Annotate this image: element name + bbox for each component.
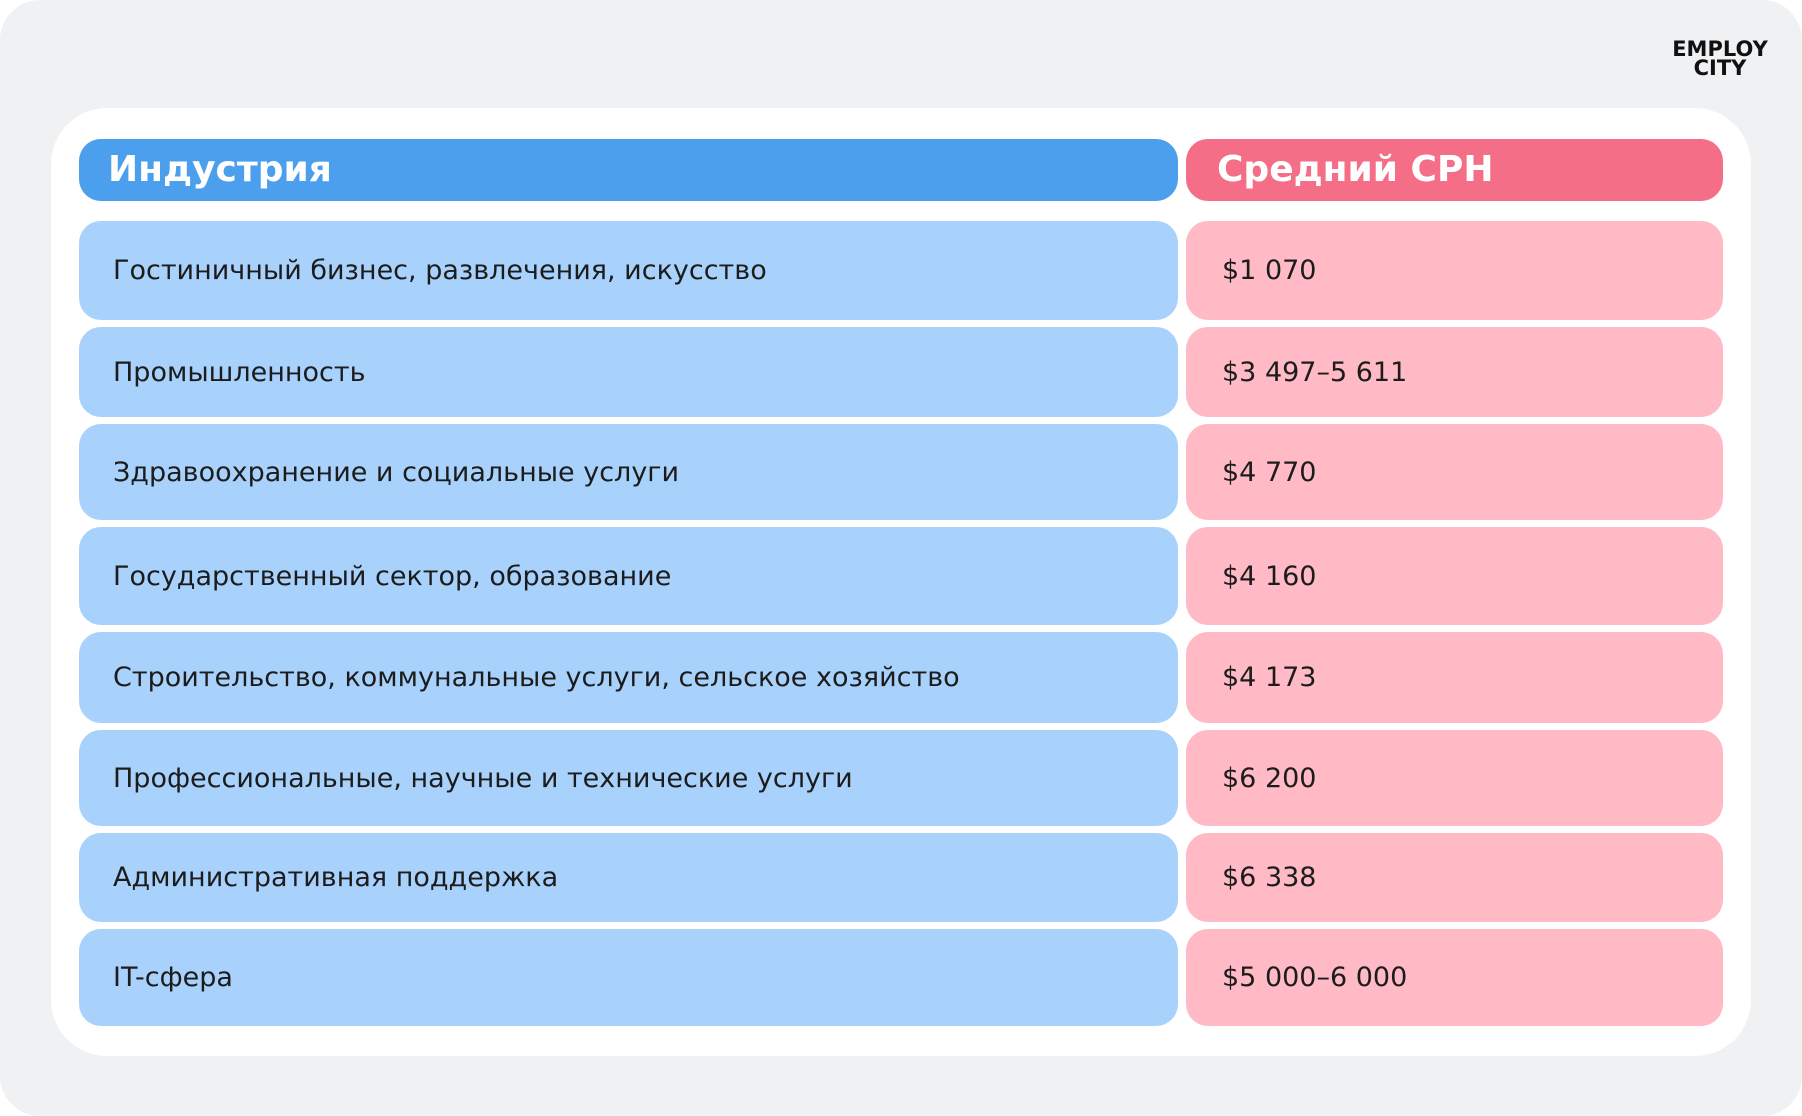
industry-cell: Гостиничный бизнес, развлечения, искусст… xyxy=(79,221,1178,320)
header-average-cph: Средний CPH xyxy=(1186,139,1723,201)
industry-label: IT-сфера xyxy=(113,962,233,993)
cph-cell: $6 338 xyxy=(1186,833,1723,922)
cph-cell: $6 200 xyxy=(1186,730,1723,826)
cph-cell: $5 000–6 000 xyxy=(1186,929,1723,1026)
industry-cell: Профессиональные, научные и технические … xyxy=(79,730,1178,826)
cph-value: $4 173 xyxy=(1222,662,1317,693)
industry-label: Профессиональные, научные и технические … xyxy=(113,762,853,794)
cph-value: $1 070 xyxy=(1222,255,1317,286)
industry-cell: Промышленность xyxy=(79,327,1178,417)
industry-label: Государственный сектор, образование xyxy=(113,560,672,592)
header-industry: Индустрия xyxy=(79,139,1178,201)
industry-label: Строительство, коммунальные услуги, сель… xyxy=(113,662,960,693)
industry-cell: IT-сфера xyxy=(79,929,1178,1026)
industry-label: Промышленность xyxy=(113,356,366,388)
cph-cell: $3 497–5 611 xyxy=(1186,327,1723,417)
cph-value: $6 338 xyxy=(1222,862,1317,893)
logo-line-1: EMPLOY xyxy=(1672,37,1768,61)
employ-city-logo: EMPLOY CITY xyxy=(1660,37,1780,80)
cph-value: $5 000–6 000 xyxy=(1222,962,1408,993)
cph-cell: $4 160 xyxy=(1186,527,1723,625)
industry-cell: Государственный сектор, образование xyxy=(79,527,1178,625)
cph-value: $4 770 xyxy=(1222,456,1317,488)
industry-cell: Здравоохранение и социальные услуги xyxy=(79,424,1178,520)
cph-cell: $4 173 xyxy=(1186,632,1723,723)
cph-value: $4 160 xyxy=(1222,560,1317,592)
cph-value: $3 497–5 611 xyxy=(1222,356,1408,388)
industry-label: Административная поддержка xyxy=(113,862,559,893)
cph-cell: $1 070 xyxy=(1186,221,1723,320)
logo-line-2: CITY xyxy=(1693,56,1747,80)
cph-cell: $4 770 xyxy=(1186,424,1723,520)
cph-value: $6 200 xyxy=(1222,762,1317,794)
industry-cell: Строительство, коммунальные услуги, сель… xyxy=(79,632,1178,723)
industry-label: Гостиничный бизнес, развлечения, искусст… xyxy=(113,255,767,286)
industry-label: Здравоохранение и социальные услуги xyxy=(113,456,680,488)
industry-cell: Административная поддержка xyxy=(79,833,1178,922)
